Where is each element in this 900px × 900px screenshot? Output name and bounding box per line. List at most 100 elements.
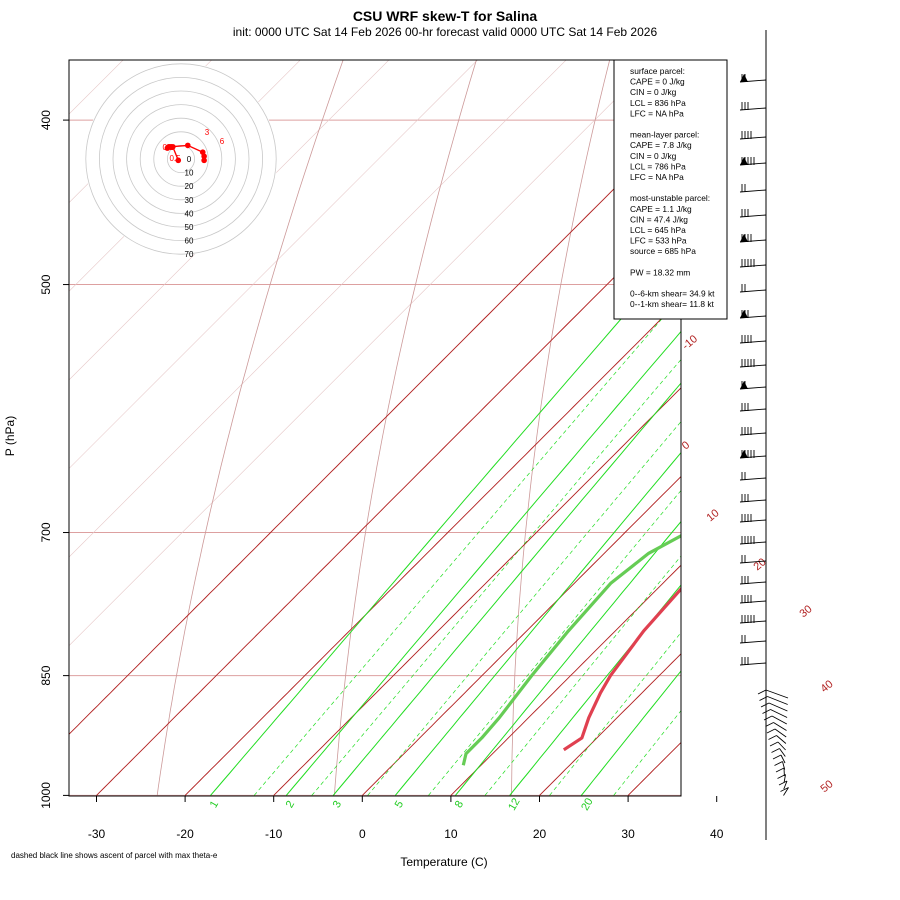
wind-barb bbox=[739, 74, 767, 83]
stats-line: LFC = NA hPa bbox=[630, 108, 684, 118]
hodo-ring-label: 60 bbox=[185, 237, 194, 246]
hodo-point bbox=[175, 157, 182, 164]
isotherm-label: 0 bbox=[680, 439, 692, 452]
wind-barb bbox=[739, 472, 767, 481]
hodo-ring-label: 10 bbox=[185, 169, 194, 178]
barb-feather bbox=[772, 754, 782, 760]
isotherm-label: 50 bbox=[819, 778, 836, 795]
x-tick-label: 40 bbox=[710, 827, 724, 841]
wind-barb bbox=[739, 209, 767, 218]
stats-line: CIN = 47.4 J/kg bbox=[630, 214, 688, 224]
stats-line: LCL = 786 hPa bbox=[630, 161, 686, 171]
wind-barb bbox=[739, 536, 767, 545]
hodo-ring-label: 30 bbox=[185, 196, 194, 205]
hodo-point bbox=[201, 153, 207, 160]
x-tick-label: 20 bbox=[533, 827, 547, 841]
wind-barb bbox=[739, 381, 767, 390]
wind-barb bbox=[739, 310, 767, 319]
hodo-ring-label: 70 bbox=[185, 250, 194, 259]
isotherm-label: 10 bbox=[705, 507, 722, 524]
hodo-ring bbox=[126, 104, 236, 214]
wind-barb bbox=[739, 595, 767, 604]
hodo-point bbox=[185, 142, 191, 149]
mixing-ratio-1 bbox=[210, 248, 681, 796]
wind-barb bbox=[739, 359, 767, 368]
barb-staff bbox=[774, 728, 787, 738]
wind-barb-lower bbox=[778, 780, 788, 790]
barb-pennant bbox=[740, 310, 748, 318]
barb-staff bbox=[739, 541, 767, 545]
barb-pennant bbox=[740, 450, 748, 458]
y-axis: 1001502002503004005007008501000 bbox=[39, 110, 69, 809]
barb-staff bbox=[739, 340, 767, 344]
hodo-ring bbox=[85, 63, 277, 255]
moist-adiabat bbox=[361, 475, 681, 796]
hodo-point-label: 0.5 bbox=[169, 154, 181, 163]
x-tick-label: 0 bbox=[359, 827, 366, 841]
barb-staff bbox=[777, 741, 786, 751]
moist-adiabat bbox=[450, 564, 681, 796]
chart-title: CSU WRF skew-T for Salina bbox=[353, 8, 538, 24]
barb-feather bbox=[766, 728, 776, 734]
hodo-ring-label: 50 bbox=[185, 223, 194, 232]
barb-staff bbox=[783, 787, 789, 796]
barb-staff bbox=[739, 662, 767, 666]
barb-staff bbox=[779, 748, 786, 757]
hodo-point-label: 6 bbox=[220, 137, 225, 146]
mixing-ratio-dashed bbox=[367, 421, 681, 796]
profile-lines bbox=[461, 534, 681, 766]
moist-adiabat bbox=[273, 387, 681, 796]
wind-barb-lower bbox=[768, 735, 787, 744]
stats-line: LFC = NA hPa bbox=[630, 172, 684, 182]
wind-barb bbox=[739, 234, 767, 243]
barb-staff bbox=[739, 264, 767, 268]
wind-barb bbox=[739, 494, 767, 503]
moist-adiabat bbox=[539, 653, 681, 796]
barb-staff bbox=[770, 709, 788, 718]
wind-barb bbox=[739, 635, 767, 644]
y-tick-label: 400 bbox=[39, 110, 53, 130]
moist-adiabat bbox=[96, 209, 681, 796]
barb-feather bbox=[763, 715, 773, 721]
barb-feather bbox=[774, 761, 783, 766]
x-tick-label: -30 bbox=[88, 827, 106, 841]
stats-line: 0--1-km shear= 11.8 kt bbox=[630, 299, 715, 309]
stats-line: source = 685 hPa bbox=[630, 246, 696, 256]
stats-box-frame bbox=[613, 59, 728, 320]
mixing-ratio-labels: 1 2 3 5 8 12 20 bbox=[208, 796, 596, 813]
mixing-ratio-label: 2 bbox=[284, 799, 297, 810]
hodo-ring bbox=[153, 131, 209, 187]
barb-pennant bbox=[740, 74, 748, 82]
isobar-lines bbox=[69, 119, 681, 796]
x-tick-label: 10 bbox=[444, 827, 458, 841]
wind-barb-lower bbox=[757, 689, 789, 699]
barb-feather bbox=[765, 722, 774, 727]
barb-staff bbox=[776, 735, 787, 744]
wind-barb bbox=[739, 259, 767, 268]
wind-barb-lower bbox=[775, 767, 785, 777]
hodo-ring bbox=[139, 117, 223, 201]
barb-staff bbox=[739, 136, 767, 140]
mixing-ratio-dashed bbox=[311, 359, 681, 796]
barb-staff bbox=[739, 519, 767, 523]
mixing-ratio-label: 12 bbox=[506, 796, 523, 813]
barb-staff bbox=[771, 715, 788, 725]
barb-staff bbox=[768, 702, 788, 712]
dry-adiabat bbox=[845, 0, 900, 795]
barb-staff bbox=[783, 774, 786, 783]
stats-line: 0--6-km shear= 34.9 kt bbox=[630, 289, 715, 299]
wind-barb-lower bbox=[769, 741, 786, 751]
barb-feather bbox=[757, 689, 767, 695]
wind-barb-lower bbox=[765, 722, 787, 731]
barb-feather bbox=[775, 767, 785, 773]
wind-barb bbox=[739, 184, 767, 193]
stats-line: mean-layer parcel: bbox=[630, 130, 699, 140]
guide-line bbox=[717, 0, 900, 795]
barb-pennant bbox=[740, 234, 748, 242]
wind-barb bbox=[739, 403, 767, 412]
stats-line: CAPE = 7.8 J/kg bbox=[630, 140, 692, 150]
y-tick-label: 1000 bbox=[39, 782, 53, 809]
barb-staff bbox=[739, 408, 767, 412]
